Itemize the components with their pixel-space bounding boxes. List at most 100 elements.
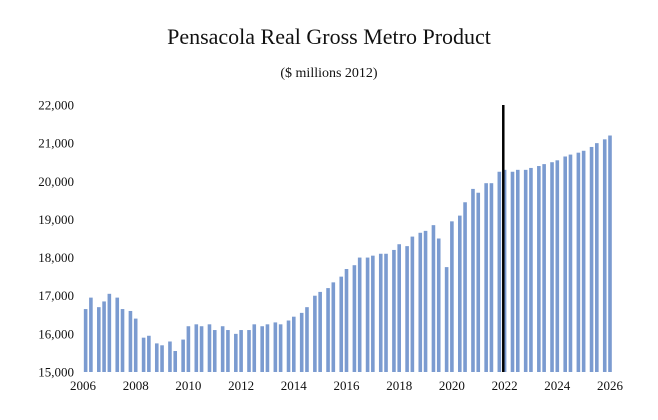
bar (537, 166, 541, 372)
bar (423, 230, 428, 372)
x-axis-ticks: 2006 2008 2010 2012 2014 2016 2018 2020 2022 2024… (70, 378, 624, 393)
bar (299, 312, 304, 372)
bar (542, 164, 546, 372)
bar (286, 320, 291, 372)
x-tick-label: 2018 (386, 378, 412, 393)
y-tick-label: 22,000 (38, 98, 74, 113)
bar (102, 301, 106, 372)
bar (484, 183, 488, 372)
bar (181, 339, 185, 372)
x-tick-label: 2008 (123, 378, 149, 393)
x-tick-label: 2010 (175, 378, 201, 393)
y-tick-label: 21,000 (38, 136, 74, 151)
bar (510, 171, 515, 372)
bar (339, 276, 344, 372)
bar (89, 297, 93, 372)
bar (265, 324, 270, 372)
x-tick-label: 2016 (334, 378, 361, 393)
bar (226, 330, 230, 372)
bar (384, 253, 388, 372)
chart-title: Pensacola Real Gross Metro Product (167, 24, 491, 49)
bar (352, 265, 357, 372)
bar (568, 154, 573, 372)
bar (128, 310, 133, 372)
bar (331, 282, 336, 372)
x-tick-label: 2020 (439, 378, 465, 393)
bar (378, 253, 383, 372)
y-tick-label: 17,000 (38, 288, 74, 303)
bar (168, 341, 172, 372)
bar (194, 324, 199, 372)
bar (602, 139, 607, 372)
bar (318, 291, 322, 372)
bar (489, 183, 494, 372)
bar (239, 330, 243, 372)
bar (247, 330, 251, 372)
bar (160, 345, 164, 372)
bar (199, 326, 204, 372)
y-tick-label: 20,000 (38, 174, 74, 189)
bar (523, 169, 528, 372)
bar (550, 162, 554, 372)
bar (326, 288, 330, 372)
bar (397, 244, 401, 372)
bar (97, 307, 101, 372)
bar (529, 167, 533, 372)
bar (589, 146, 594, 372)
bar (410, 236, 415, 372)
bar (186, 326, 191, 372)
bar (234, 333, 238, 372)
bar (555, 160, 560, 372)
bar (83, 309, 88, 372)
bar (581, 150, 586, 372)
bar (471, 188, 475, 372)
bar (154, 343, 159, 372)
y-tick-label: 16,000 (38, 326, 74, 341)
bar (515, 169, 520, 372)
bar (392, 249, 396, 372)
x-tick-label: 2024 (544, 378, 571, 393)
chart-subtitle: ($ millions 2012) (280, 66, 378, 81)
bar (107, 293, 112, 372)
x-tick-label: 2006 (70, 378, 97, 393)
bars-group (83, 135, 612, 372)
bar (115, 297, 120, 372)
bar (147, 335, 151, 372)
bar (313, 295, 317, 372)
bar (220, 326, 225, 372)
bar (595, 143, 599, 372)
bar (431, 225, 436, 372)
bar (365, 257, 370, 372)
bar (133, 318, 138, 372)
bar (292, 316, 296, 372)
bar (458, 215, 462, 372)
bar (207, 324, 212, 372)
bar (418, 232, 423, 372)
bar (278, 324, 283, 372)
bar (502, 169, 507, 372)
bar (476, 192, 481, 372)
bar (576, 152, 581, 372)
x-tick-label: 2022 (492, 378, 518, 393)
bar (371, 255, 375, 372)
bar (497, 171, 502, 372)
y-tick-label: 19,000 (38, 212, 74, 227)
bar (212, 330, 217, 372)
y-axis-ticks: 15,000 16,000 17,000 18,000 19,000 20,000 21,0… (38, 98, 74, 380)
bar (563, 156, 567, 372)
x-tick-label: 2014 (281, 378, 308, 393)
bar (450, 221, 454, 372)
bar (344, 269, 349, 372)
x-tick-label: 2012 (228, 378, 254, 393)
bar (252, 324, 257, 372)
bar (141, 337, 146, 372)
bar (436, 238, 441, 372)
y-tick-label: 15,000 (38, 365, 74, 380)
bar (357, 257, 362, 372)
bar (260, 326, 264, 372)
bar (120, 309, 125, 372)
y-tick-label: 18,000 (38, 250, 74, 265)
bar (273, 322, 278, 372)
bar (608, 135, 612, 372)
